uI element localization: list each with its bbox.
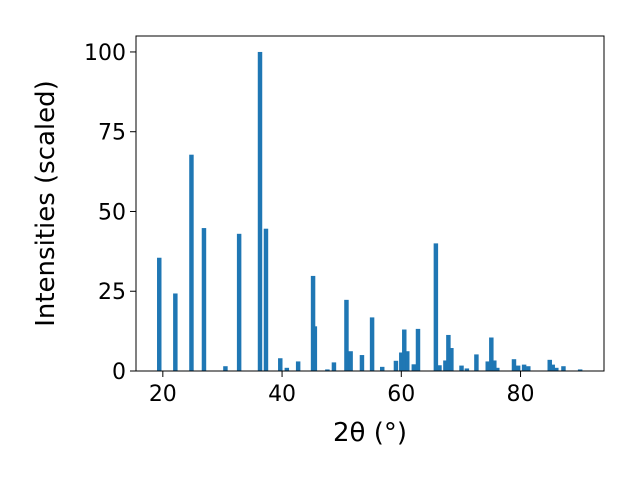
bar: [474, 354, 479, 371]
bar: [369, 317, 375, 371]
bar: [449, 348, 454, 371]
bar: [344, 299, 349, 371]
x-tick-label: 20: [149, 382, 177, 407]
bar: [379, 366, 385, 371]
y-tick-label: 100: [84, 41, 126, 66]
bar: [157, 257, 162, 371]
bar: [511, 359, 517, 371]
bar: [310, 275, 316, 371]
y-axis-label: Intensities (scaled): [31, 80, 61, 327]
bar: [393, 360, 399, 371]
y-tick-label: 50: [98, 200, 126, 225]
bar: [263, 228, 269, 371]
bar: [331, 362, 337, 371]
bar: [464, 368, 470, 371]
bar: [402, 329, 407, 371]
bar: [554, 367, 559, 371]
bar: [433, 243, 439, 371]
y-tick-label: 0: [112, 360, 126, 385]
bar: [405, 351, 410, 371]
bar: [359, 355, 365, 371]
bar: [411, 364, 417, 371]
bar: [257, 51, 263, 371]
x-axis-ticks: 20 40 60 80: [149, 371, 535, 407]
bar: [577, 369, 583, 371]
bar: [236, 233, 242, 371]
bar: [561, 366, 566, 371]
bar: [415, 328, 421, 371]
bar: [295, 361, 301, 371]
bar: [485, 361, 490, 371]
y-tick-label: 25: [98, 280, 126, 305]
bar: [492, 360, 497, 371]
x-tick-label: 60: [387, 382, 415, 407]
bar: [278, 358, 283, 371]
bar: [201, 228, 207, 371]
y-tick-label: 75: [98, 121, 126, 146]
bar: [495, 367, 500, 371]
x-tick-label: 40: [268, 382, 296, 407]
bar: [399, 352, 404, 371]
bar: [550, 364, 555, 371]
bar: [547, 359, 552, 371]
bar: [325, 369, 330, 371]
bar: [223, 366, 228, 371]
bar: [515, 365, 521, 371]
bar: [437, 365, 442, 371]
bar: [489, 337, 494, 371]
bar: [521, 364, 527, 371]
y-axis-ticks: 0 25 50 75 100: [84, 41, 136, 385]
bar: [459, 365, 464, 371]
bar: [348, 351, 353, 371]
bar: [284, 367, 290, 371]
x-tick-label: 80: [507, 382, 535, 407]
x-axis-label: 2θ (°): [333, 418, 407, 448]
bar: [189, 154, 194, 371]
bar: [526, 366, 531, 371]
bar: [443, 360, 448, 371]
bar: [173, 293, 178, 371]
bar-series: [157, 51, 583, 371]
plot-frame: [135, 35, 605, 372]
bar: [446, 334, 451, 371]
bar: [312, 326, 318, 371]
